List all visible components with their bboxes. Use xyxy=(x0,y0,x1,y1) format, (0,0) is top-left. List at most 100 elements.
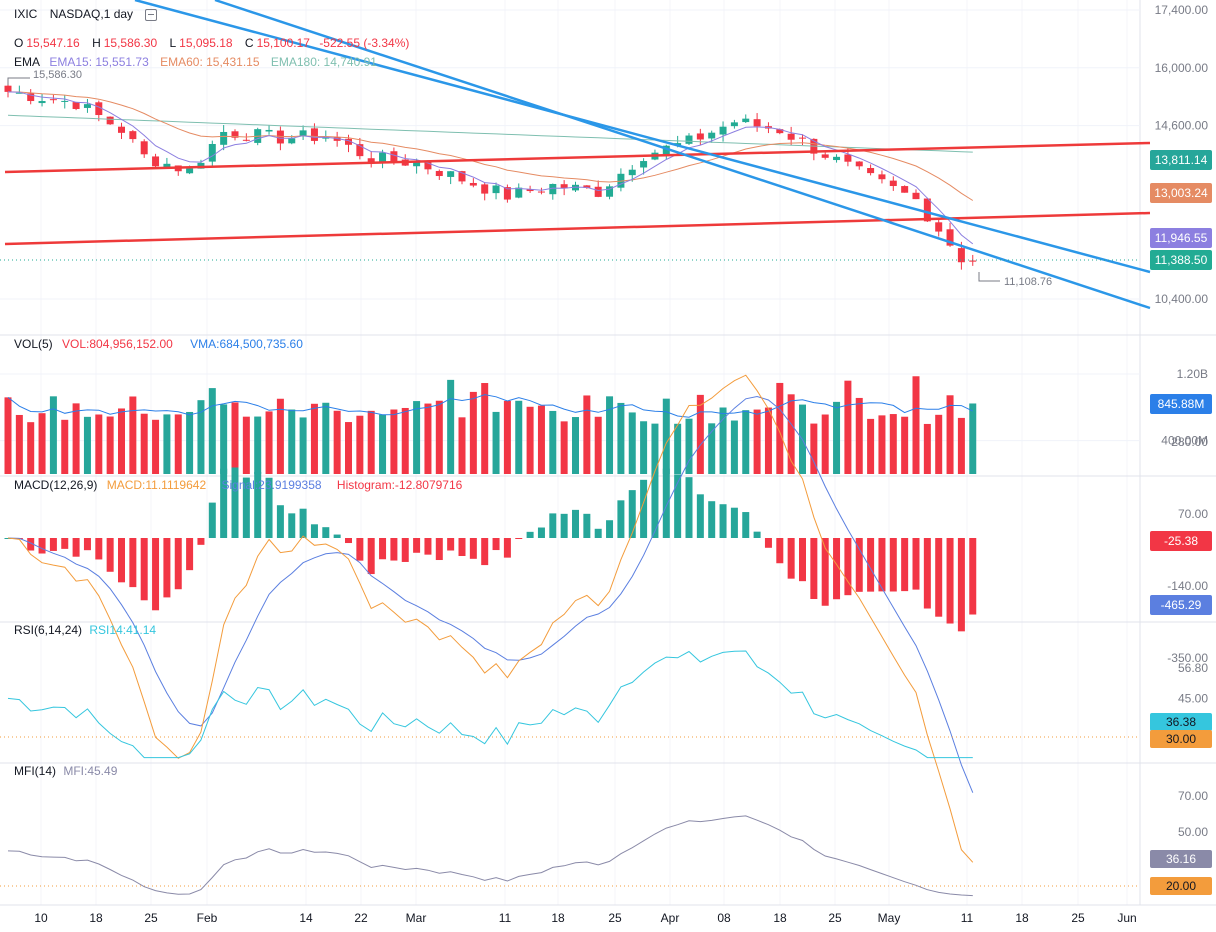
macd-histogram-bar xyxy=(753,531,761,538)
candle-body xyxy=(72,102,80,109)
volume-bar xyxy=(49,396,57,474)
macd-histogram-bar xyxy=(276,505,284,538)
time-tick-label: 25 xyxy=(608,911,622,925)
ema60-value: EMA60: 15,431.15 xyxy=(160,55,260,69)
volume-bar xyxy=(447,379,455,474)
macd-histogram-bar xyxy=(606,520,614,538)
macd-histogram-bar xyxy=(844,538,852,596)
macd-histogram-bar xyxy=(254,471,262,538)
macd-histogram-bar xyxy=(49,538,57,551)
candle-body xyxy=(379,152,387,163)
candle-body xyxy=(220,131,228,145)
macd-histogram-bar xyxy=(719,504,727,538)
volume-bar xyxy=(833,401,841,474)
macd-histogram-bar xyxy=(935,538,943,617)
volume-bar xyxy=(469,391,477,474)
high-marker-label: 15,586.30 xyxy=(33,69,82,81)
macd-histogram-bar xyxy=(447,538,455,551)
macd-histogram-bar xyxy=(356,538,364,561)
exchange-interval: NASDAQ,1 day xyxy=(49,7,134,21)
macd-histogram-group xyxy=(4,467,977,632)
volume-bar xyxy=(867,418,875,474)
candle-body xyxy=(855,161,863,167)
macd-badge xyxy=(1150,595,1212,615)
candle-body xyxy=(719,126,727,135)
candle-body xyxy=(537,191,545,193)
mfi-legend[interactable]: MFI(14) MFI:45.49 xyxy=(14,764,120,778)
rsi-legend[interactable]: RSI(6,14,24) RSI14:41.14 xyxy=(14,623,159,637)
volume-bar xyxy=(594,416,602,474)
time-tick-label: Jun xyxy=(1117,911,1136,925)
time-tick-label: 10 xyxy=(34,911,48,925)
price-badge-text: 13,003.24 xyxy=(1154,186,1208,200)
rsi-badge xyxy=(1150,713,1212,731)
macd-histogram-bar xyxy=(969,538,977,615)
macd-histogram-bar xyxy=(310,524,318,538)
price-badge xyxy=(1150,250,1212,270)
volume-bar xyxy=(617,402,625,474)
macd-histogram-bar xyxy=(776,538,784,564)
volume-bar xyxy=(969,403,977,474)
candle-body xyxy=(15,92,23,94)
rsi-badge-text: 36.38 xyxy=(1166,715,1196,729)
macd-histogram-bar xyxy=(787,538,795,579)
macd-legend[interactable]: MACD(12,26,9) MACD:11.1119642 Signal:23.… xyxy=(14,478,465,492)
volume-bar xyxy=(503,400,511,474)
volume-bar xyxy=(424,403,432,474)
candle-body xyxy=(481,184,489,194)
macd-histogram-bar xyxy=(469,538,477,559)
macd-histogram-bar xyxy=(889,538,897,592)
candle-body xyxy=(503,187,511,200)
channel-blue-lower xyxy=(214,0,1151,310)
rsi-line xyxy=(7,650,973,759)
volume-legend[interactable]: VOL(5) VOL:804,956,152.00 VMA:684,500,73… xyxy=(14,337,306,351)
macd-histogram-bar xyxy=(515,538,523,539)
macd-histogram-bar xyxy=(401,538,409,562)
macd-tick-label: 70.00 xyxy=(1178,507,1208,521)
macd-badge-text: -25.38 xyxy=(1164,534,1198,548)
candle-body xyxy=(833,156,841,161)
rsi-label: RSI(6,14,24) xyxy=(14,623,83,637)
macd-histogram-bar xyxy=(322,527,330,538)
macd-badge xyxy=(1150,531,1212,551)
candle-body xyxy=(515,187,523,198)
volume-bar xyxy=(163,414,171,474)
ema-legend[interactable]: EMA EMA15: 15,551.73 EMA60: 15,431.15 EM… xyxy=(14,55,380,69)
volume-bar xyxy=(901,416,909,474)
high-value: 15,586.30 xyxy=(103,36,158,50)
volume-bar xyxy=(345,422,352,474)
volume-bar xyxy=(72,403,80,474)
legend-collapse-icon[interactable] xyxy=(145,8,158,21)
volume-bar xyxy=(299,417,307,474)
low-marker-label: 11,108.76 xyxy=(1004,276,1052,288)
macd-histogram-bar xyxy=(220,468,228,538)
macd-histogram-bar xyxy=(855,538,863,592)
macd-histogram-bar xyxy=(594,528,602,538)
ema180-line xyxy=(7,114,973,153)
symbol-legend[interactable]: IXIC NASDAQ,1 day xyxy=(14,7,160,21)
volume-bar xyxy=(821,414,829,474)
volume-bar xyxy=(61,419,69,474)
macd-histogram-bar xyxy=(674,474,682,538)
volume-bar xyxy=(458,417,466,474)
price-tick-label: 16,000.00 xyxy=(1155,61,1209,75)
candle-body xyxy=(367,158,375,164)
trendline-red-lower xyxy=(4,211,1151,246)
volume-bar xyxy=(935,414,943,474)
candle-body xyxy=(685,135,693,144)
volume-bars-group xyxy=(4,376,977,474)
volume-bar xyxy=(140,413,148,474)
volume-bar xyxy=(152,419,160,474)
volume-bar xyxy=(651,423,659,474)
candle-body xyxy=(163,163,171,168)
volume-bar xyxy=(696,394,704,474)
volume-bar xyxy=(174,414,182,474)
time-tick-label: 18 xyxy=(773,911,787,925)
macd-histogram-bar xyxy=(730,507,738,538)
volume-bar xyxy=(855,397,863,474)
macd-histogram-bar xyxy=(696,494,704,538)
volume-bar xyxy=(628,412,636,474)
macd-histogram-bar xyxy=(492,538,500,551)
macd-histogram-bar xyxy=(923,538,931,609)
